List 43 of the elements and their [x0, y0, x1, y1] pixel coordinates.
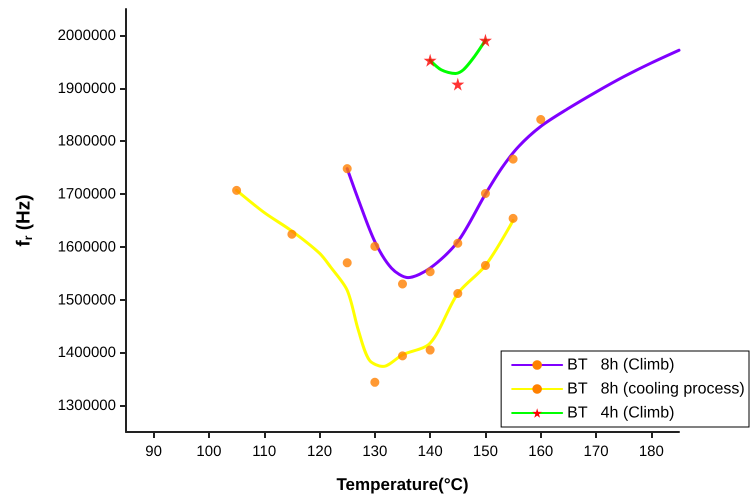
x-tick-label: 100: [196, 443, 222, 460]
x-tick-label: 180: [638, 443, 664, 460]
legend-label: BT 8h (cooling process): [567, 380, 745, 398]
x-tick-label: 130: [362, 443, 388, 460]
point: [424, 54, 437, 67]
point: [342, 258, 352, 268]
x-axis-title: Temperature(°C): [336, 475, 469, 494]
point: [478, 34, 492, 47]
point: [370, 242, 380, 251]
legend-label: BT 4h (Climb): [567, 404, 674, 422]
x-tick-label: 90: [145, 443, 162, 460]
point: [453, 288, 462, 298]
point: [453, 238, 462, 248]
legend-label: BT 8h (Climb): [567, 356, 674, 374]
y-tick-label: 1800000: [58, 132, 116, 150]
y-tick-label: 1400000: [58, 344, 116, 362]
point: [370, 378, 380, 387]
x-tick-label: 120: [307, 443, 332, 460]
y-tick-label: 1700000: [58, 186, 116, 203]
point: [480, 260, 490, 270]
y-tick-label: 1900000: [58, 80, 116, 97]
x-tick-label: 150: [472, 443, 498, 460]
point: [508, 214, 518, 223]
point: [287, 230, 296, 239]
x-tick-label: 160: [528, 443, 554, 460]
y-axis-title: fr (Hz): [14, 194, 35, 247]
point: [398, 279, 407, 288]
point: [398, 351, 407, 360]
point: [426, 267, 435, 276]
y-tick-label: 2000000: [58, 26, 116, 44]
x-tick-label: 170: [584, 443, 609, 460]
point: [342, 164, 352, 174]
point: [451, 78, 464, 91]
y-tick-label: 1600000: [58, 238, 116, 256]
point: [480, 189, 490, 198]
point: [232, 186, 242, 195]
x-tick-label: 110: [252, 443, 276, 460]
point: [536, 115, 546, 124]
x-tick-label: 140: [418, 443, 443, 460]
point: [426, 346, 435, 355]
y-tick-label: 1300000: [58, 397, 116, 414]
point: [508, 154, 518, 164]
y-tick-label: 1500000: [58, 291, 116, 308]
